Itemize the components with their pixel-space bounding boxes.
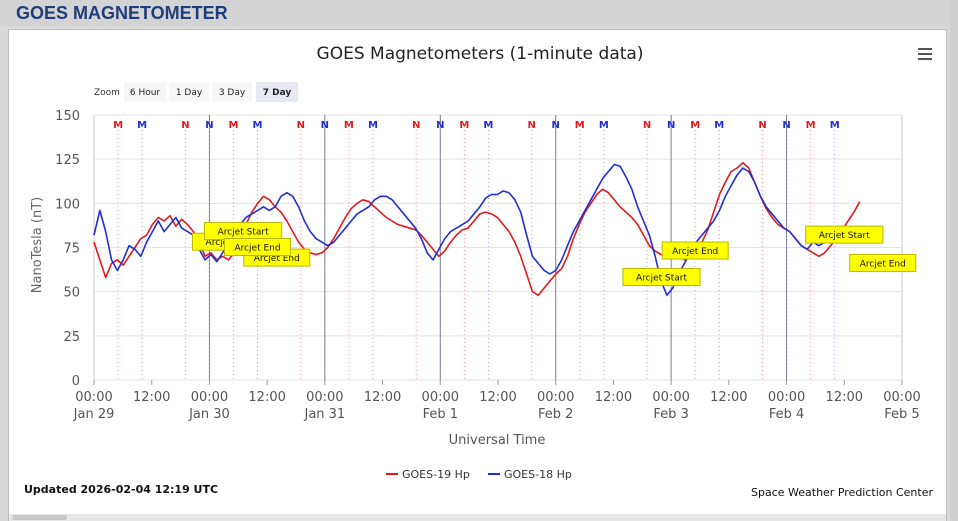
marker-m: M [483, 120, 493, 131]
marker-m: M [344, 120, 354, 131]
marker-n: N [758, 120, 766, 131]
y-tick-label: 50 [63, 286, 80, 301]
x-tick-time: 12:00 [364, 390, 401, 405]
marker-m: M [575, 120, 585, 131]
zoom-button-1[interactable]: 1 Day [176, 88, 203, 98]
annotation-label: Arcjet End [860, 259, 906, 269]
zoom-button-bg[interactable] [124, 82, 166, 102]
y-tick-label: 0 [72, 374, 80, 389]
marker-m: M [459, 120, 469, 131]
marker-m: M [137, 120, 147, 131]
annotation-label: Arcjet End [254, 254, 300, 264]
y-tick-label: 25 [63, 330, 80, 345]
marker-n: N [643, 120, 651, 131]
marker-m: M [113, 120, 123, 131]
x-tick-time: 12:00 [710, 390, 747, 405]
zoom-button-2[interactable]: 3 Day [219, 88, 246, 98]
marker-m: M [599, 120, 609, 131]
legend-label[interactable]: GOES-18 Hp [504, 468, 572, 481]
marker-m: M [228, 120, 238, 131]
vertical-scrollbar[interactable] [950, 0, 958, 521]
zoom-button-bg[interactable] [212, 82, 252, 102]
annotation-box [224, 238, 292, 256]
x-tick-date: Feb 5 [884, 407, 919, 422]
horizontal-scrollbar[interactable] [8, 514, 947, 521]
annotation-label: Arcjet End [234, 244, 280, 254]
zoom-button-0[interactable]: 6 Hour [130, 88, 161, 98]
x-tick-time: 00:00 [75, 390, 112, 405]
x-tick-time: 00:00 [422, 390, 459, 405]
x-tick-date: Jan 29 [73, 407, 115, 422]
y-tick-label: 75 [63, 242, 80, 257]
page-header: GOES MAGNETOMETER [0, 0, 958, 26]
y-tick-label: 125 [55, 153, 80, 168]
annotation-label: Arcjet Start [218, 228, 269, 238]
menu-icon[interactable] [918, 48, 932, 60]
y-tick-label: 150 [55, 109, 80, 124]
marker-m: M [714, 120, 724, 131]
credit-text[interactable]: Space Weather Prediction Center [751, 486, 933, 499]
scrollbar-thumb[interactable] [12, 515, 67, 520]
annotation-box [661, 241, 729, 260]
series-line-1 [93, 163, 861, 297]
x-tick-time: 12:00 [479, 390, 516, 405]
marker-m: M [368, 120, 378, 131]
marker-n: N [297, 120, 305, 131]
x-tick-time: 12:00 [595, 390, 632, 405]
x-tick-time: 12:00 [248, 390, 285, 405]
x-tick-date: Jan 30 [188, 407, 230, 422]
marker-m: M [830, 120, 840, 131]
x-tick-date: Feb 3 [653, 407, 688, 422]
zoom-button-bg[interactable] [256, 82, 298, 102]
x-tick-time: 00:00 [191, 390, 228, 405]
x-tick-time: 00:00 [768, 390, 805, 405]
series-line-0 [93, 161, 861, 297]
x-tick-time: 00:00 [883, 390, 920, 405]
y-axis-title: NanoTesla (nT) [30, 197, 45, 293]
zoom-label: Zoom [94, 88, 120, 98]
marker-n: N [412, 120, 420, 131]
marker-n: N [181, 120, 189, 131]
x-tick-time: 12:00 [133, 390, 170, 405]
annotation-box [622, 268, 701, 287]
marker-n: N [321, 120, 329, 131]
x-tick-time: 00:00 [306, 390, 343, 405]
x-tick-time: 00:00 [652, 390, 689, 405]
marker-m: M [806, 120, 816, 131]
x-tick-date: Feb 1 [423, 407, 458, 422]
chart-title: GOES Magnetometers (1-minute data) [317, 44, 644, 64]
annotation-label: Arcjet Start [636, 274, 687, 284]
marker-n: N [667, 120, 675, 131]
annotation-label: Arcjet End [672, 247, 718, 257]
y-tick-label: 100 [55, 197, 80, 212]
annotation-box [805, 225, 884, 244]
marker-m: M [690, 120, 700, 131]
marker-n: N [205, 120, 213, 131]
x-tick-date: Feb 4 [769, 407, 804, 422]
zoom-button-bg[interactable] [169, 82, 209, 102]
marker-n: N [552, 120, 560, 131]
marker-n: N [782, 120, 790, 131]
updated-text: Updated 2026-02-04 12:19 UTC [24, 483, 218, 496]
marker-n: N [436, 120, 444, 131]
annotation-label: Arcjet Start [819, 231, 870, 241]
zoom-button-3[interactable]: 7 Day [263, 88, 292, 98]
x-tick-date: Feb 2 [538, 407, 573, 422]
x-axis-title: Universal Time [449, 433, 546, 448]
page-title: GOES MAGNETOMETER [16, 3, 228, 23]
legend-label[interactable]: GOES-19 Hp [402, 468, 470, 481]
x-tick-date: Jan 31 [303, 407, 345, 422]
marker-n: N [527, 120, 535, 131]
marker-m: M [253, 120, 263, 131]
x-tick-time: 12:00 [826, 390, 863, 405]
x-tick-time: 00:00 [537, 390, 574, 405]
annotation-box [849, 253, 917, 272]
